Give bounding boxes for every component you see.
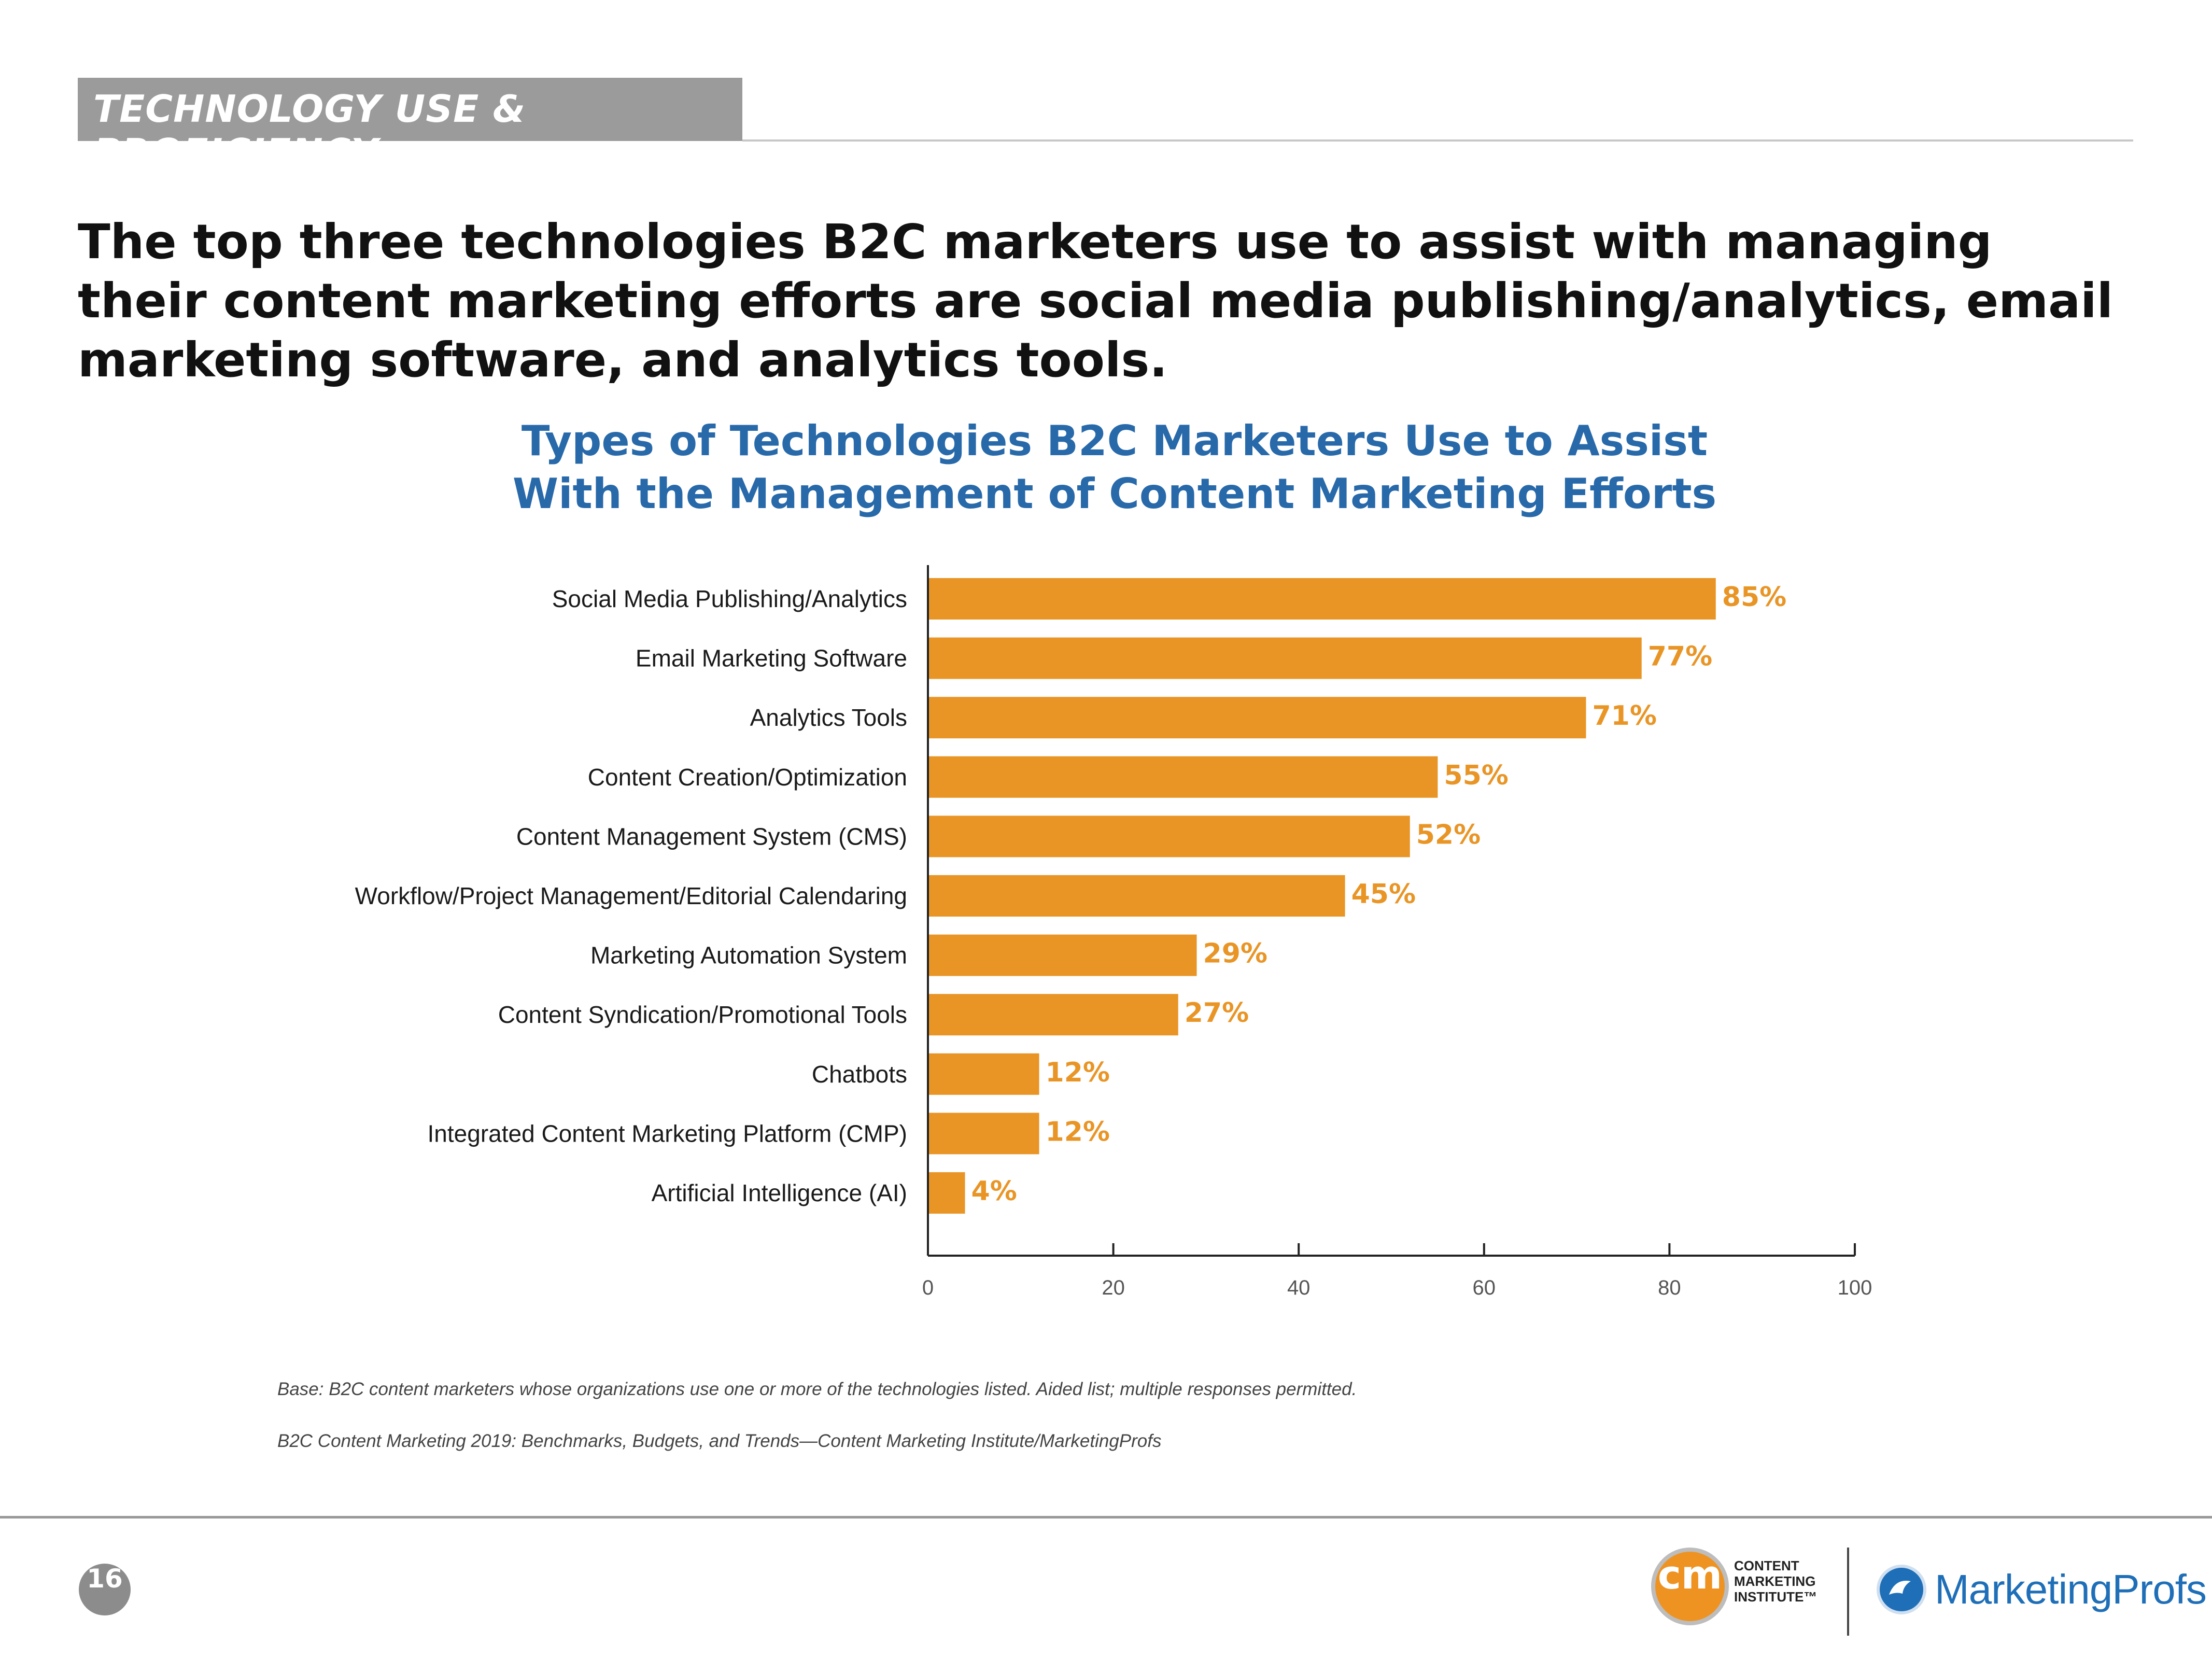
category-label-8: Chatbots [812, 1061, 907, 1088]
headline: The top three technologies B2C marketers… [78, 214, 2114, 388]
marketingprofs-logo[interactable]: MarketingProfs [1877, 1560, 2207, 1623]
value-label-2: 71% [1592, 700, 1656, 732]
bar-1 [928, 637, 1642, 679]
x-tick-label-3: 60 [1473, 1276, 1496, 1299]
cmi-logo[interactable]: cm CONTENT MARKETING INSTITUTE™ [1651, 1542, 1822, 1636]
category-label-7: Content Syndication/Promotional Tools [498, 1001, 907, 1028]
logo-divider [1847, 1548, 1849, 1636]
marketingprofs-logo-text: MarketingProfs [1935, 1566, 2207, 1612]
category-label-2: Analytics Tools [750, 704, 907, 731]
bar-2 [928, 697, 1586, 739]
chart-title: Types of Technologies B2C Marketers Use … [311, 415, 1918, 521]
category-label-10: Artificial Intelligence (AI) [652, 1179, 907, 1206]
bar-6 [928, 934, 1197, 976]
page-number: 16 [79, 1564, 131, 1615]
cmi-line-2: MARKETING [1734, 1573, 1816, 1589]
value-label-7: 27% [1185, 997, 1249, 1029]
x-tick-label-1: 20 [1102, 1276, 1125, 1299]
footer-divider [0, 1516, 2212, 1519]
value-label-5: 45% [1351, 879, 1416, 910]
x-tick-label-0: 0 [922, 1276, 934, 1299]
bar-3 [928, 756, 1438, 798]
cmi-logo-text: CONTENT MARKETING INSTITUTE™ [1734, 1558, 1822, 1605]
footnote-base: Base: B2C content marketers whose organi… [277, 1379, 1357, 1399]
header-divider [742, 139, 2133, 142]
cmi-logo-icon: cm [1651, 1548, 1729, 1625]
value-label-10: 4% [971, 1176, 1017, 1207]
x-tick-label-2: 40 [1287, 1276, 1311, 1299]
value-label-9: 12% [1046, 1116, 1110, 1147]
bar-7 [928, 994, 1178, 1036]
value-label-0: 85% [1722, 582, 1786, 613]
category-label-3: Content Creation/Optimization [588, 764, 907, 791]
value-label-4: 52% [1416, 819, 1481, 850]
category-label-4: Content Management System (CMS) [516, 823, 907, 850]
value-label-3: 55% [1444, 760, 1508, 791]
chart-title-line-2: With the Management of Content Marketing… [512, 470, 1717, 518]
cmi-line-3: INSTITUTE™ [1734, 1589, 1817, 1605]
bar-10 [928, 1172, 965, 1214]
section-tab: TECHNOLOGY USE & PROFICIENCY [78, 78, 742, 174]
bar-5 [928, 875, 1345, 917]
footnote-source: B2C Content Marketing 2019: Benchmarks, … [277, 1431, 1162, 1451]
bar-9 [928, 1113, 1039, 1155]
bar-4 [928, 816, 1410, 857]
bar-chart: Social Media Publishing/Analytics 85% Emai… [355, 565, 1872, 1299]
value-label-6: 29% [1203, 938, 1267, 969]
value-label-1: 77% [1648, 641, 1712, 672]
category-label-0: Social Media Publishing/Analytics [552, 585, 907, 612]
category-label-5: Workflow/Project Management/Editorial Ca… [355, 882, 907, 909]
category-label-1: Email Marketing Software [636, 645, 907, 672]
x-tick-label-5: 100 [1838, 1276, 1872, 1299]
category-label-6: Marketing Automation System [590, 942, 907, 969]
section-label: TECHNOLOGY USE & PROFICIENCY [93, 87, 526, 174]
cmi-line-1: CONTENT [1734, 1558, 1799, 1573]
value-label-8: 12% [1046, 1057, 1110, 1088]
bar-8 [928, 1053, 1039, 1095]
marketingprofs-globe-icon [1877, 1565, 1926, 1614]
bar-0 [928, 578, 1716, 620]
chart-title-line-1: Types of Technologies B2C Marketers Use … [521, 417, 1708, 465]
category-label-9: Integrated Content Marketing Platform (C… [428, 1120, 907, 1147]
x-tick-label-4: 80 [1658, 1276, 1681, 1299]
